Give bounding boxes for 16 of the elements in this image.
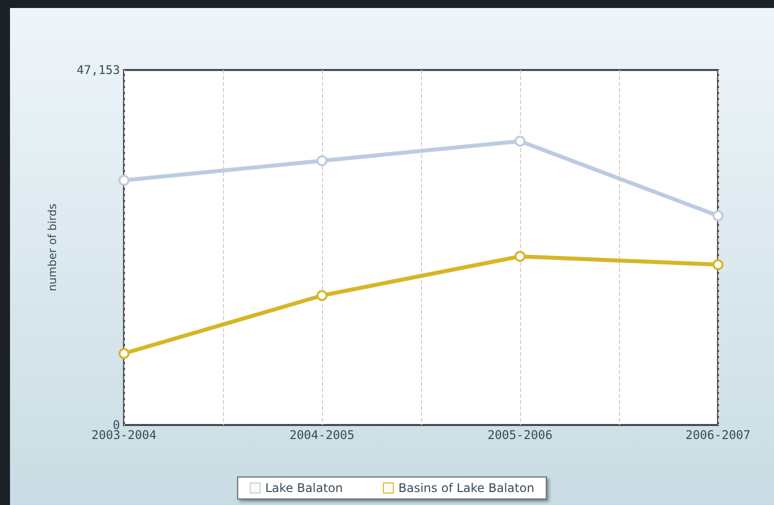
point bbox=[712, 210, 724, 222]
point bbox=[118, 174, 130, 186]
x-tick-label: 2004-2005 bbox=[289, 428, 355, 442]
point bbox=[712, 259, 724, 270]
y-tick-label: 47,153 bbox=[76, 63, 120, 77]
x-tick-label: 2005-2006 bbox=[487, 428, 553, 442]
point bbox=[514, 136, 526, 147]
x-tick-label: 2006-2007 bbox=[685, 428, 751, 442]
point bbox=[316, 155, 328, 166]
point bbox=[118, 348, 130, 359]
x-tick-label: 2003-2004 bbox=[91, 428, 157, 442]
point bbox=[514, 250, 526, 262]
y-axis-title: number of birds bbox=[46, 203, 59, 292]
point bbox=[316, 290, 328, 302]
legend-label: Lake Balaton bbox=[265, 481, 343, 495]
legend-label: Basins of Lake Balaton bbox=[398, 481, 534, 495]
